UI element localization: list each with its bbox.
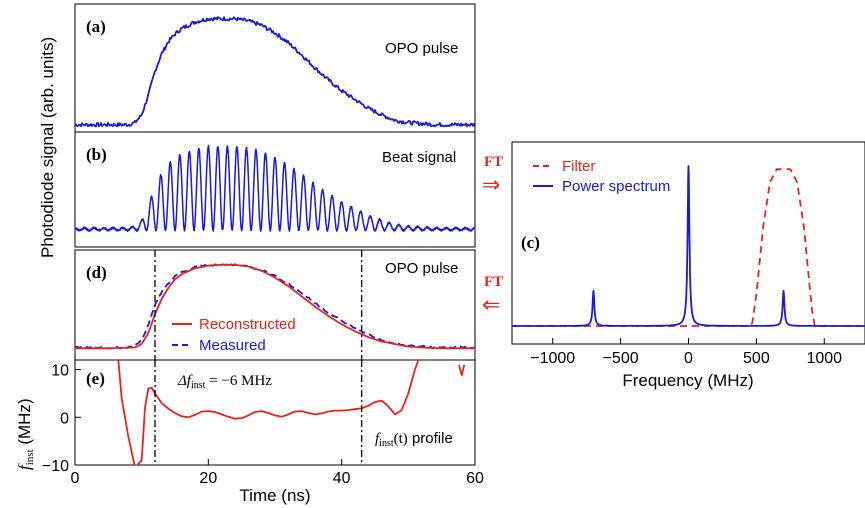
opo-pulse-line [74, 16, 476, 128]
c-xtick-label: 0 [684, 350, 693, 367]
panel-b-frame [74, 131, 476, 248]
ft-bottom-arrow-icon: ⇐ [482, 292, 500, 317]
finst-spike-line [458, 364, 466, 377]
legend-filter-label: Filter [562, 158, 595, 175]
e-xtick-label: 20 [199, 470, 217, 487]
filter-line [512, 168, 865, 327]
finst-profile-annotation: finst(t) profile [375, 430, 453, 449]
panel-b-letter: (b) [86, 145, 107, 164]
e-ylabel: finst (MHz) [15, 398, 36, 470]
e-ytick-label: −10 [42, 458, 69, 475]
ft-top-label: FT [484, 154, 503, 170]
panel-e-frame [74, 359, 476, 466]
c-xtick-label: −1000 [530, 350, 575, 367]
panel-a-letter: (a) [86, 17, 106, 36]
panel-b-curves [74, 144, 476, 232]
e-xlabel: Time (ns) [239, 486, 310, 505]
panel-d-label: OPO pulse [385, 260, 458, 277]
panel-a-frame [74, 3, 476, 133]
power-spectrum-line [511, 165, 865, 327]
e-xtick-label: 0 [71, 470, 80, 487]
e-xtick-label: 40 [333, 470, 351, 487]
panel-e-letter: (e) [86, 369, 105, 388]
finst-line [117, 360, 420, 465]
panel-e-curves [117, 360, 466, 465]
panel-a-label: OPO pulse [385, 40, 458, 57]
e-xtick-label: 60 [466, 470, 484, 487]
panel-c-curves [511, 165, 865, 327]
ft-top-arrow-icon: ⇒ [482, 172, 500, 197]
c-xtick-label: 1000 [806, 350, 842, 367]
panel-d-curves [74, 250, 476, 360]
e-ytick-label: 10 [51, 363, 69, 380]
panel-c-letter: (c) [521, 233, 540, 252]
c-xtick-label: 500 [743, 350, 770, 367]
panel-b-label: Beat signal [382, 149, 456, 166]
panel-a-curves [74, 16, 476, 128]
legend-measured-label: Measured [199, 337, 266, 354]
legend-power-spectrum-label: Power spectrum [562, 178, 670, 195]
legend-reconstructed-label: Reconstructed [199, 316, 296, 333]
reconstructed-line [75, 263, 475, 350]
e-ytick-label: 0 [60, 410, 69, 427]
ft-bottom-label: FT [484, 274, 503, 290]
beat-signal-line [74, 144, 476, 232]
c-xlabel: Frequency (MHz) [622, 371, 753, 390]
left-ylabel: Photodiode signal (arb. units) [38, 37, 57, 258]
delta-finst-annotation: Δfinst = −6 MHz [177, 373, 272, 391]
panel-d-letter: (d) [86, 263, 107, 282]
c-xtick-label: −500 [603, 350, 639, 367]
